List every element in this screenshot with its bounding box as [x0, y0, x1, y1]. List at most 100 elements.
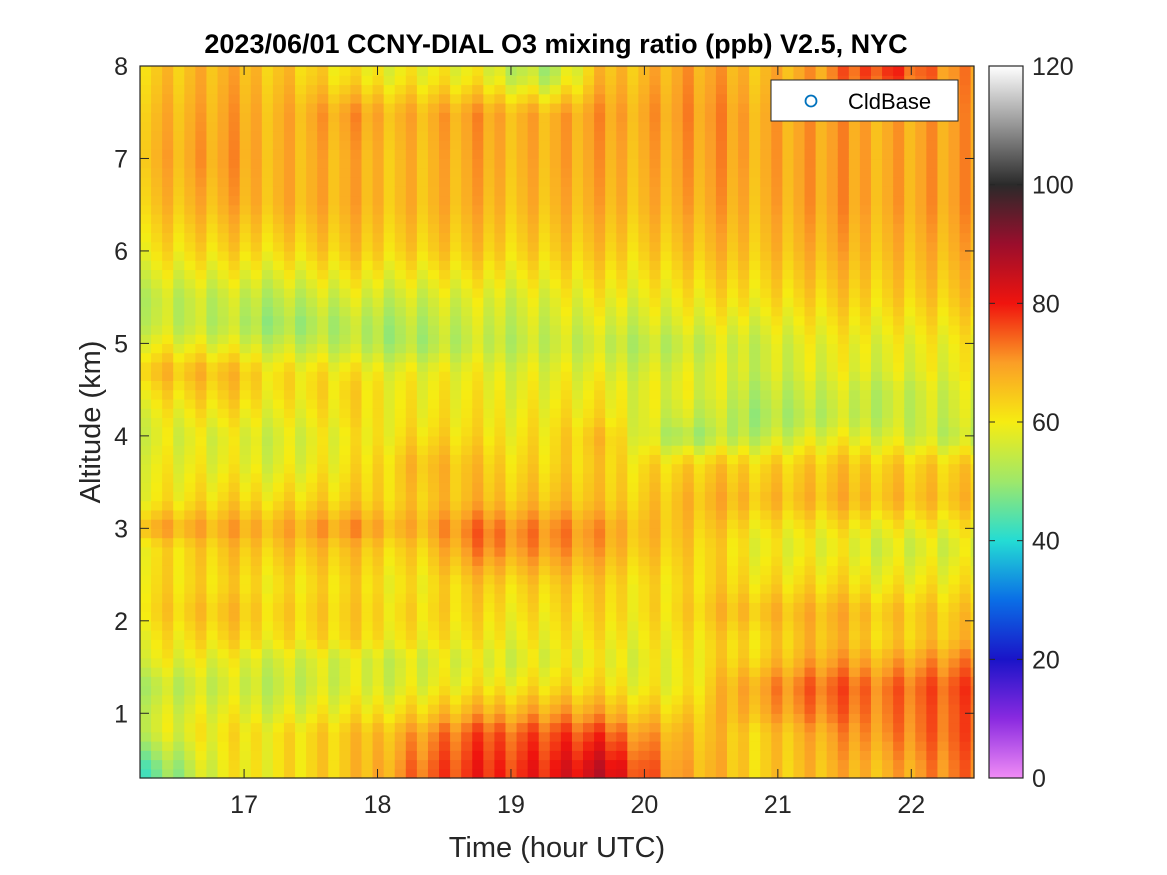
heatmap-cell: [317, 149, 329, 160]
heatmap-cell: [771, 287, 783, 298]
heatmap-cell: [450, 112, 462, 123]
heatmap-cell: [151, 398, 163, 409]
heatmap-cell: [162, 537, 174, 548]
heatmap-cell: [494, 102, 507, 113]
heatmap-cell: [560, 149, 573, 160]
heatmap-cell: [605, 269, 617, 280]
heatmap-cell: [793, 195, 806, 206]
heatmap-cell: [782, 546, 795, 557]
heatmap-cell: [206, 167, 219, 178]
heatmap-cell: [272, 574, 285, 585]
heatmap-cell: [704, 713, 717, 724]
heatmap-cell: [804, 287, 817, 298]
heatmap-cell: [837, 417, 850, 428]
heatmap-cell: [594, 195, 606, 206]
heatmap-cell: [405, 546, 418, 557]
heatmap-cell: [848, 213, 861, 224]
heatmap-cell: [815, 186, 828, 197]
heatmap-cell: [461, 565, 473, 576]
heatmap-cell: [250, 528, 263, 539]
heatmap-cell: [328, 546, 340, 557]
heatmap-cell: [760, 519, 772, 529]
heatmap-cell: [660, 315, 673, 326]
heatmap-cell: [638, 454, 651, 465]
heatmap-cell: [416, 519, 429, 529]
heatmap-cell: [749, 306, 761, 317]
heatmap-cell: [328, 768, 340, 779]
heatmap-cell: [283, 334, 296, 345]
heatmap-cell: [605, 176, 617, 187]
heatmap-cell: [837, 361, 850, 372]
heatmap-cell: [394, 121, 407, 132]
heatmap-cell: [749, 398, 761, 409]
heatmap-cell: [394, 491, 407, 502]
heatmap-cell: [649, 417, 662, 428]
heatmap-cell: [416, 445, 429, 455]
heatmap-cell: [583, 334, 595, 345]
heatmap-cell: [704, 435, 717, 446]
heatmap-cell: [328, 66, 340, 76]
heatmap-cell: [195, 130, 208, 141]
heatmap-cell: [738, 334, 750, 345]
heatmap-cell: [228, 500, 241, 511]
heatmap-cell: [616, 389, 628, 400]
heatmap-cell: [173, 704, 185, 714]
heatmap-cell: [782, 667, 795, 677]
heatmap-cell: [394, 593, 407, 603]
heatmap-cell: [505, 121, 518, 132]
heatmap-cell: [804, 260, 817, 271]
heatmap-cell: [693, 352, 706, 363]
heatmap-cell: [195, 713, 208, 724]
heatmap-cell: [206, 250, 219, 261]
heatmap-cell: [605, 195, 617, 206]
heatmap-cell: [594, 278, 606, 289]
heatmap-cell: [173, 269, 185, 280]
heatmap-cell: [738, 260, 750, 271]
heatmap-cell: [239, 324, 252, 335]
heatmap-cell: [173, 694, 185, 705]
heatmap-cell: [738, 750, 750, 761]
heatmap-cell: [272, 93, 285, 104]
heatmap-cell: [272, 741, 285, 751]
heatmap-cell: [627, 84, 639, 95]
heatmap-cell: [837, 574, 850, 585]
heatmap-cell: [627, 704, 639, 714]
heatmap-cell: [261, 195, 274, 206]
heatmap-cell: [151, 463, 163, 474]
heatmap-cell: [206, 741, 219, 751]
heatmap-cell: [350, 482, 363, 492]
heatmap-cell: [815, 241, 828, 252]
heatmap-cell: [295, 500, 307, 511]
heatmap-cell: [715, 426, 728, 437]
heatmap-cell: [483, 435, 496, 446]
heatmap-cell: [616, 334, 628, 345]
heatmap-cell: [782, 731, 795, 742]
heatmap-cell: [439, 435, 451, 446]
heatmap-cell: [283, 306, 296, 317]
heatmap-cell: [405, 213, 418, 224]
heatmap-cell: [616, 704, 628, 714]
heatmap-cell: [594, 556, 606, 566]
heatmap-cell: [162, 371, 174, 381]
heatmap-cell: [295, 112, 307, 123]
heatmap-cell: [527, 537, 540, 548]
heatmap-cell: [162, 84, 174, 95]
heatmap-cell: [206, 704, 219, 714]
heatmap-cell: [583, 371, 595, 381]
heatmap-cell: [306, 556, 318, 566]
heatmap-cell: [727, 611, 739, 622]
heatmap-cell: [837, 731, 850, 742]
heatmap-cell: [704, 297, 717, 308]
heatmap-cell: [151, 491, 163, 502]
heatmap-cell: [682, 556, 695, 566]
heatmap-cell: [140, 84, 152, 95]
heatmap-cell: [283, 565, 296, 576]
heatmap-cell: [217, 768, 230, 779]
heatmap-cell: [250, 509, 263, 520]
heatmap-cell: [361, 334, 374, 345]
heatmap-cell: [660, 204, 673, 215]
heatmap-cell: [815, 371, 828, 381]
heatmap-cell: [494, 139, 507, 150]
heatmap-cell: [250, 639, 263, 650]
heatmap-cell: [439, 694, 451, 705]
